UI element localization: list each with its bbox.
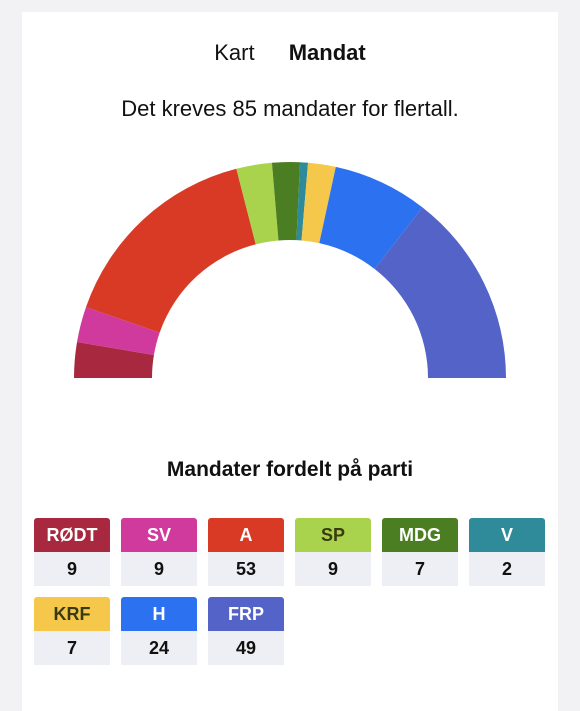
party-seats: 9 (295, 552, 371, 586)
party-seats: 9 (34, 552, 110, 586)
party-card-h[interactable]: H 24 (121, 597, 197, 665)
seat-distribution-chart (74, 162, 506, 378)
view-tabs: Kart Mandat (22, 40, 558, 66)
party-grid: RØDT 9 SV 9 A 53 SP 9 MDG 7 V 2 KRF 7 H 24 FRP 49 (34, 518, 545, 665)
party-card-frp[interactable]: FRP 49 (208, 597, 284, 665)
party-abbr: SV (121, 518, 197, 552)
arc-segment-rødt[interactable] (74, 342, 154, 378)
party-seats: 2 (469, 552, 545, 586)
party-seats: 24 (121, 631, 197, 665)
party-card-sv[interactable]: SV 9 (121, 518, 197, 586)
party-card-mdg[interactable]: MDG 7 (382, 518, 458, 586)
party-abbr: H (121, 597, 197, 631)
arc-segment-mdg[interactable] (271, 162, 301, 241)
party-abbr: V (469, 518, 545, 552)
arc-segment-h[interactable] (319, 166, 423, 269)
party-abbr: KRF (34, 597, 110, 631)
party-abbr: A (208, 518, 284, 552)
party-seats: 49 (208, 631, 284, 665)
section-title: Mandater fordelt på parti (166, 458, 414, 481)
party-card-sp[interactable]: SP 9 (295, 518, 371, 586)
party-abbr: MDG (382, 518, 458, 552)
tab-seats[interactable]: Mandat (288, 40, 366, 65)
arc-segment-a[interactable] (85, 168, 256, 333)
arc-segment-frp[interactable] (374, 207, 506, 378)
party-abbr: FRP (208, 597, 284, 631)
results-card: Kart Mandat Det kreves 85 mandater for f… (22, 12, 558, 711)
party-card-a[interactable]: A 53 (208, 518, 284, 586)
party-seats: 7 (34, 631, 110, 665)
tab-map[interactable]: Kart (214, 40, 255, 65)
arc-segment-sv[interactable] (77, 307, 160, 356)
party-abbr: SP (295, 518, 371, 552)
party-seats: 53 (208, 552, 284, 586)
arc-segment-krf[interactable] (301, 162, 336, 244)
majority-text: Det kreves 85 mandater for flertall. (121, 96, 459, 121)
party-seats: 9 (121, 552, 197, 586)
party-card-krf[interactable]: KRF 7 (34, 597, 110, 665)
party-card-rødt[interactable]: RØDT 9 (34, 518, 110, 586)
arc-segment-v[interactable] (296, 162, 309, 241)
party-seats: 7 (382, 552, 458, 586)
arc-segment-sp[interactable] (236, 162, 279, 245)
party-abbr: RØDT (34, 518, 110, 552)
